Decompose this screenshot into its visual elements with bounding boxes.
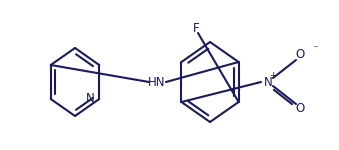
Text: F: F — [193, 21, 199, 34]
Text: +: + — [269, 72, 277, 81]
Text: ⁻: ⁻ — [312, 44, 318, 54]
Text: N: N — [85, 93, 94, 105]
Text: HN: HN — [148, 75, 166, 88]
Text: O: O — [295, 48, 305, 62]
Text: N: N — [264, 75, 272, 88]
Text: O: O — [295, 102, 305, 116]
